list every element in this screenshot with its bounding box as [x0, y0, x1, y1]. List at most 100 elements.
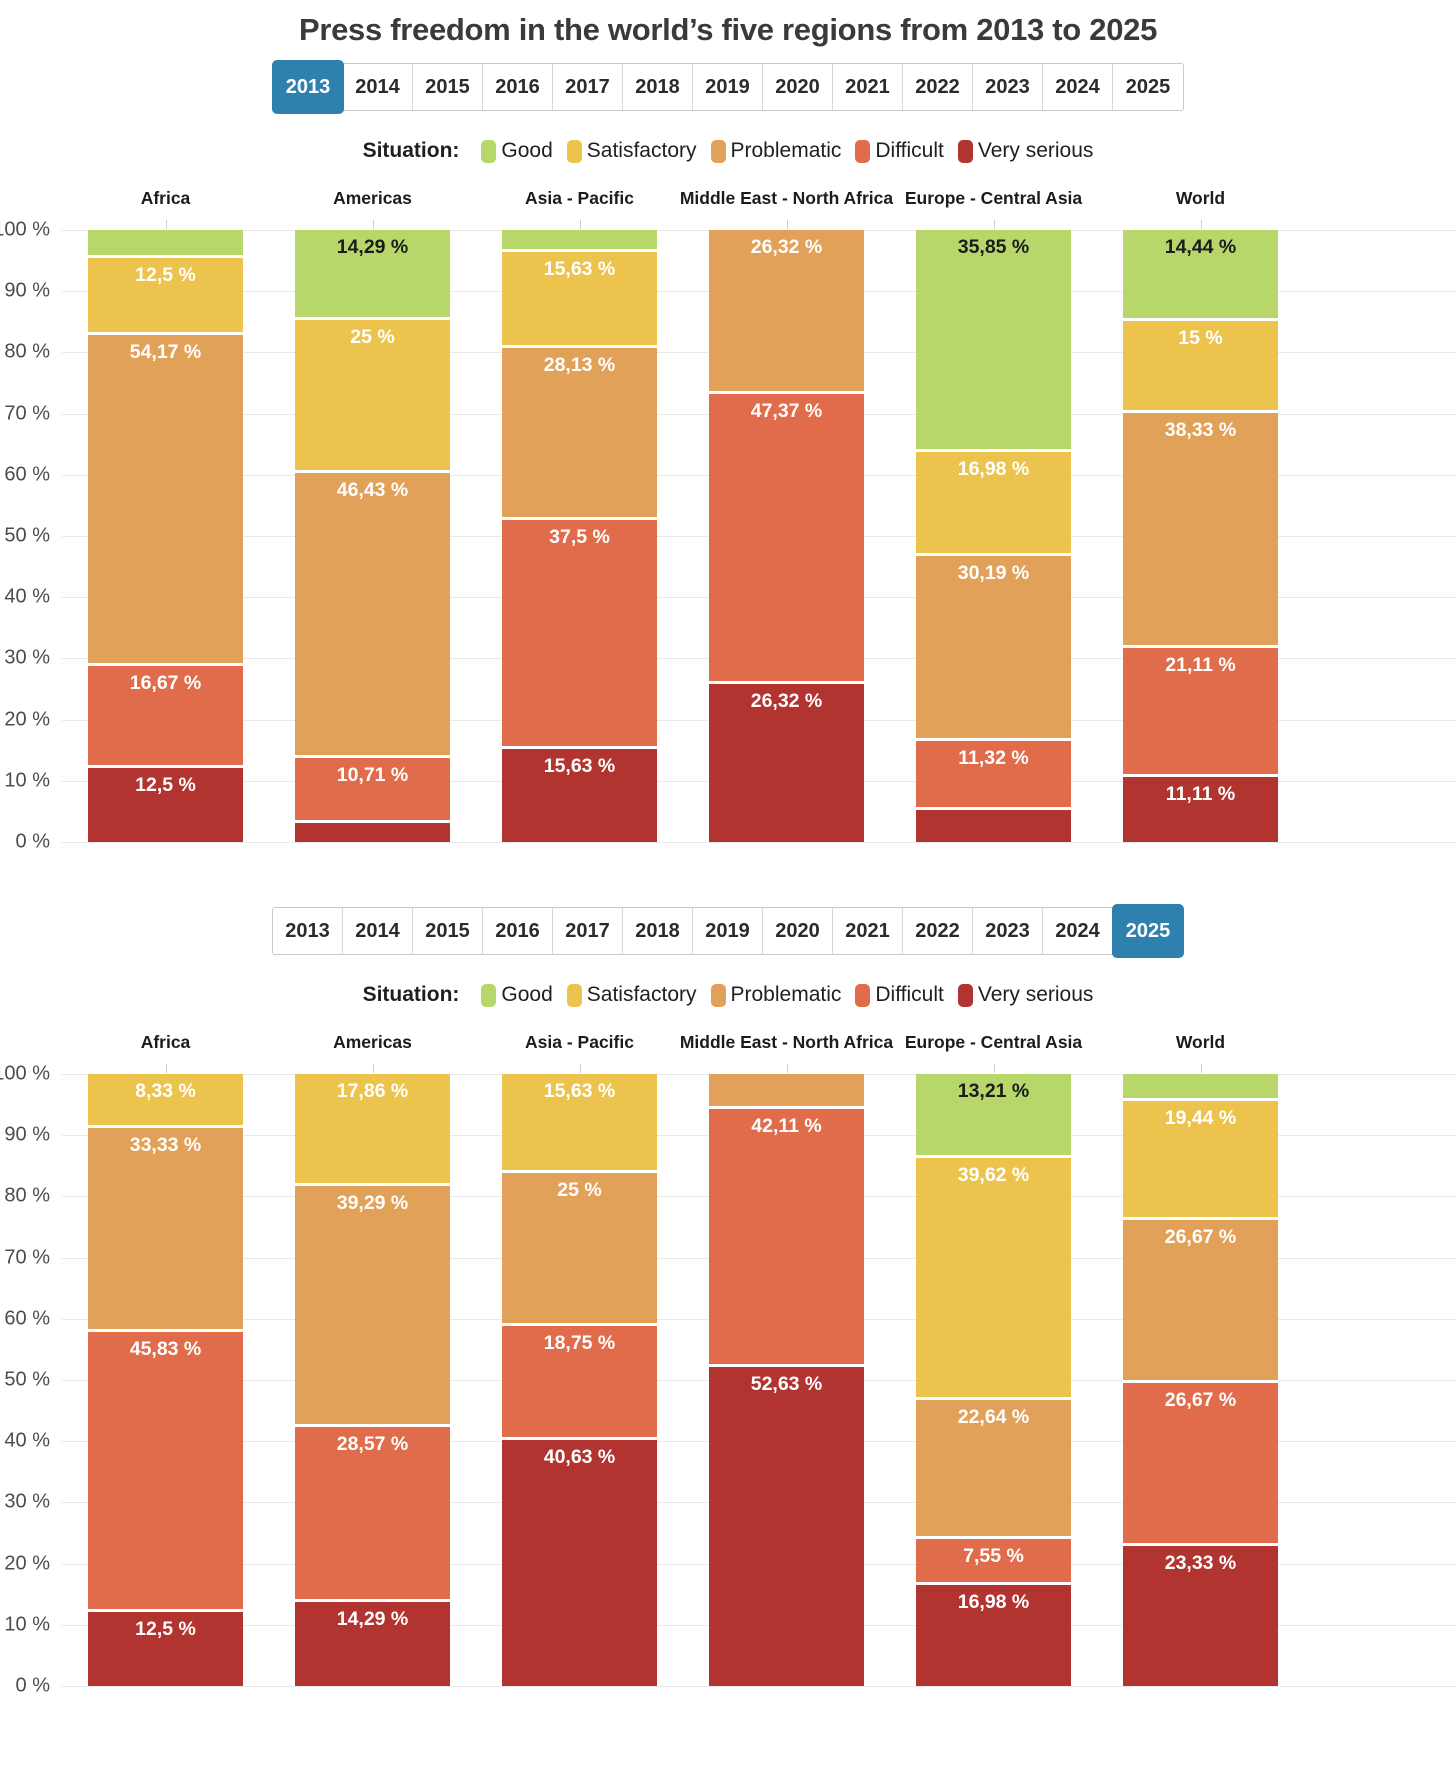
year-tab-2021[interactable]: 2021 [833, 908, 903, 954]
year-tab-2014[interactable]: 2014 [343, 908, 413, 954]
year-tab-2019[interactable]: 2019 [693, 64, 763, 110]
year-tab-2018[interactable]: 2018 [623, 908, 693, 954]
year-tab-2016[interactable]: 2016 [483, 64, 553, 110]
difficult-swatch-icon [855, 139, 871, 163]
segment-value-label: 42,11 % [751, 1115, 822, 1138]
segment-value-label: 47,37 % [750, 400, 823, 423]
column-tick [372, 220, 374, 229]
column-title-europe-central-asia: Europe - Central Asia [904, 188, 1083, 208]
segment-value-label: 26,32 % [750, 689, 823, 712]
segment-good: 13,21 % [916, 1074, 1071, 1155]
year-tab-2024[interactable]: 2024 [1043, 64, 1113, 110]
segment-value-label: 7,55 % [963, 1544, 1024, 1567]
segment-problematic: 25 % [502, 1169, 657, 1323]
segment-very-serious: 15,63 % [502, 746, 657, 842]
legend-item-label: Problematic [730, 139, 842, 162]
segment-very-serious: 23,33 % [1123, 1543, 1278, 1686]
segment-value-label: 33,33 % [129, 1133, 202, 1156]
column-tick [786, 220, 788, 229]
segment-problematic: 54,17 % [88, 331, 243, 664]
segment-value-label: 26,67 % [1164, 1388, 1237, 1411]
bar-asia-pacific: 15,63 % 28,13 % 37,5 % 15,63 % [502, 230, 657, 842]
segment-value-label: 39,62 % [957, 1163, 1030, 1186]
segment-very-serious: 52,63 % [709, 1363, 864, 1686]
legend-item-satisfactory: Satisfactory [566, 983, 697, 1007]
segment-value-label: 21,11 % [1165, 653, 1236, 676]
segment-value-label: 15,63 % [543, 258, 616, 281]
good-swatch-icon [481, 983, 497, 1007]
segment-very-serious [916, 807, 1071, 842]
column-title-middle-east-north-africa: Middle East - North Africa [679, 188, 894, 208]
gridline [62, 1686, 1456, 1687]
year-tab-2013[interactable]: 2013 [273, 908, 343, 954]
segment-difficult: 28,57 % [295, 1423, 450, 1599]
segment-good: 35,85 % [916, 230, 1071, 450]
segment-problematic: 28,13 % [502, 344, 657, 517]
year-tab-2015[interactable]: 2015 [413, 64, 483, 110]
segment-value-label: 8,33 % [135, 1080, 196, 1102]
segment-value-label: 46,43 % [336, 479, 409, 502]
segment-value-label: 12,5 % [135, 774, 196, 797]
year-tab-2025[interactable]: 2025 [1125, 76, 1171, 98]
year-tab-2018[interactable]: 2018 [623, 64, 693, 110]
year-tab-2019[interactable]: 2019 [693, 908, 763, 954]
legend-item-label: Very serious [977, 139, 1094, 162]
segment-value-label: 14,44 % [1164, 236, 1237, 258]
column-title-americas: Americas [333, 1032, 412, 1052]
legend-item-good: Good [481, 983, 553, 1007]
year-tab-2020[interactable]: 2020 [763, 64, 833, 110]
segment-satisfactory: 16,98 % [916, 449, 1071, 554]
plot-area-2: 100 % 90 % 80 % 70 % 60 % 50 % 40 % 30 % 20 % 10 … [0, 1063, 1456, 1697]
segment-satisfactory: 12,5 % [88, 255, 243, 332]
segment-satisfactory: 15,63 % [502, 1074, 657, 1170]
legend-item-very-serious: Very serious [957, 983, 1094, 1007]
year-tab-2017[interactable]: 2017 [553, 64, 623, 110]
year-tab-2021[interactable]: 2021 [833, 64, 903, 110]
year-tab-2022[interactable]: 2022 [903, 908, 973, 954]
y-axis-tick: 10 % [4, 1613, 50, 1636]
year-tab-2017[interactable]: 2017 [553, 908, 623, 954]
year-tab-2023[interactable]: 2023 [973, 908, 1043, 954]
year-tab-2015[interactable]: 2015 [413, 908, 483, 954]
segment-value-label: 16,98 % [957, 1591, 1030, 1614]
segment-satisfactory: 39,62 % [916, 1154, 1071, 1398]
year-tab-2014[interactable]: 2014 [343, 64, 413, 110]
chart-2025-section: 2013 2014 2015 2016 2017 2018 2019 2020 2021 2022… [0, 900, 1456, 1697]
segment-problematic: 26,67 % [1123, 1216, 1278, 1380]
column-tick [993, 220, 995, 229]
chart-area-1: Africa Americas Asia - Pacific Middle East … [0, 188, 1456, 853]
bar-americas: 17,86 % 39,29 % 28,57 % 14,29 % [295, 1074, 450, 1686]
page-title: Press freedom in the world’s five region… [298, 12, 1158, 47]
segment-difficult: 10,71 % [295, 754, 450, 821]
problematic-swatch-icon [710, 983, 726, 1007]
year-tab-2024[interactable]: 2024 [1043, 908, 1113, 954]
year-tab-2013[interactable]: 2013 [272, 60, 344, 114]
segment-value-label: 28,57 % [336, 1432, 409, 1455]
legend-item-label: Satisfactory [586, 983, 697, 1006]
segment-value-label: 25 % [557, 1178, 602, 1201]
y-axis-tick: 30 % [4, 646, 50, 669]
legend-item-very-serious: Very serious [957, 139, 1094, 163]
y-axis-tick: 10 % [4, 769, 50, 792]
segment-difficult: 18,75 % [502, 1322, 657, 1438]
y-axis-tick: 0 % [15, 1674, 50, 1697]
segment-value-label: 26,67 % [1164, 1225, 1237, 1248]
segment-good [1123, 1074, 1278, 1098]
y-axis-tick: 80 % [4, 1184, 50, 1207]
column-tick [372, 1064, 374, 1073]
y-axis-tick: 90 % [4, 279, 50, 302]
segment-value-label: 45,83 % [129, 1337, 202, 1360]
segment-very-serious: 40,63 % [502, 1437, 657, 1687]
good-swatch-icon [481, 139, 497, 163]
column-title-world: World [1175, 188, 1226, 208]
year-tab-2022[interactable]: 2022 [903, 64, 973, 110]
year-tab-2020[interactable]: 2020 [763, 908, 833, 954]
column-titles-1: Africa Americas Asia - Pacific Middle East … [0, 188, 1456, 212]
legend-item-label: Very serious [977, 983, 1094, 1006]
segment-good [88, 230, 243, 256]
year-tab-2016[interactable]: 2016 [483, 908, 553, 954]
segment-value-label: 14,29 % [336, 236, 409, 258]
segment-value-label: 54,17 % [129, 340, 202, 363]
year-tab-2023[interactable]: 2023 [973, 64, 1043, 110]
year-tab-2025[interactable]: 2025 [1112, 904, 1184, 958]
